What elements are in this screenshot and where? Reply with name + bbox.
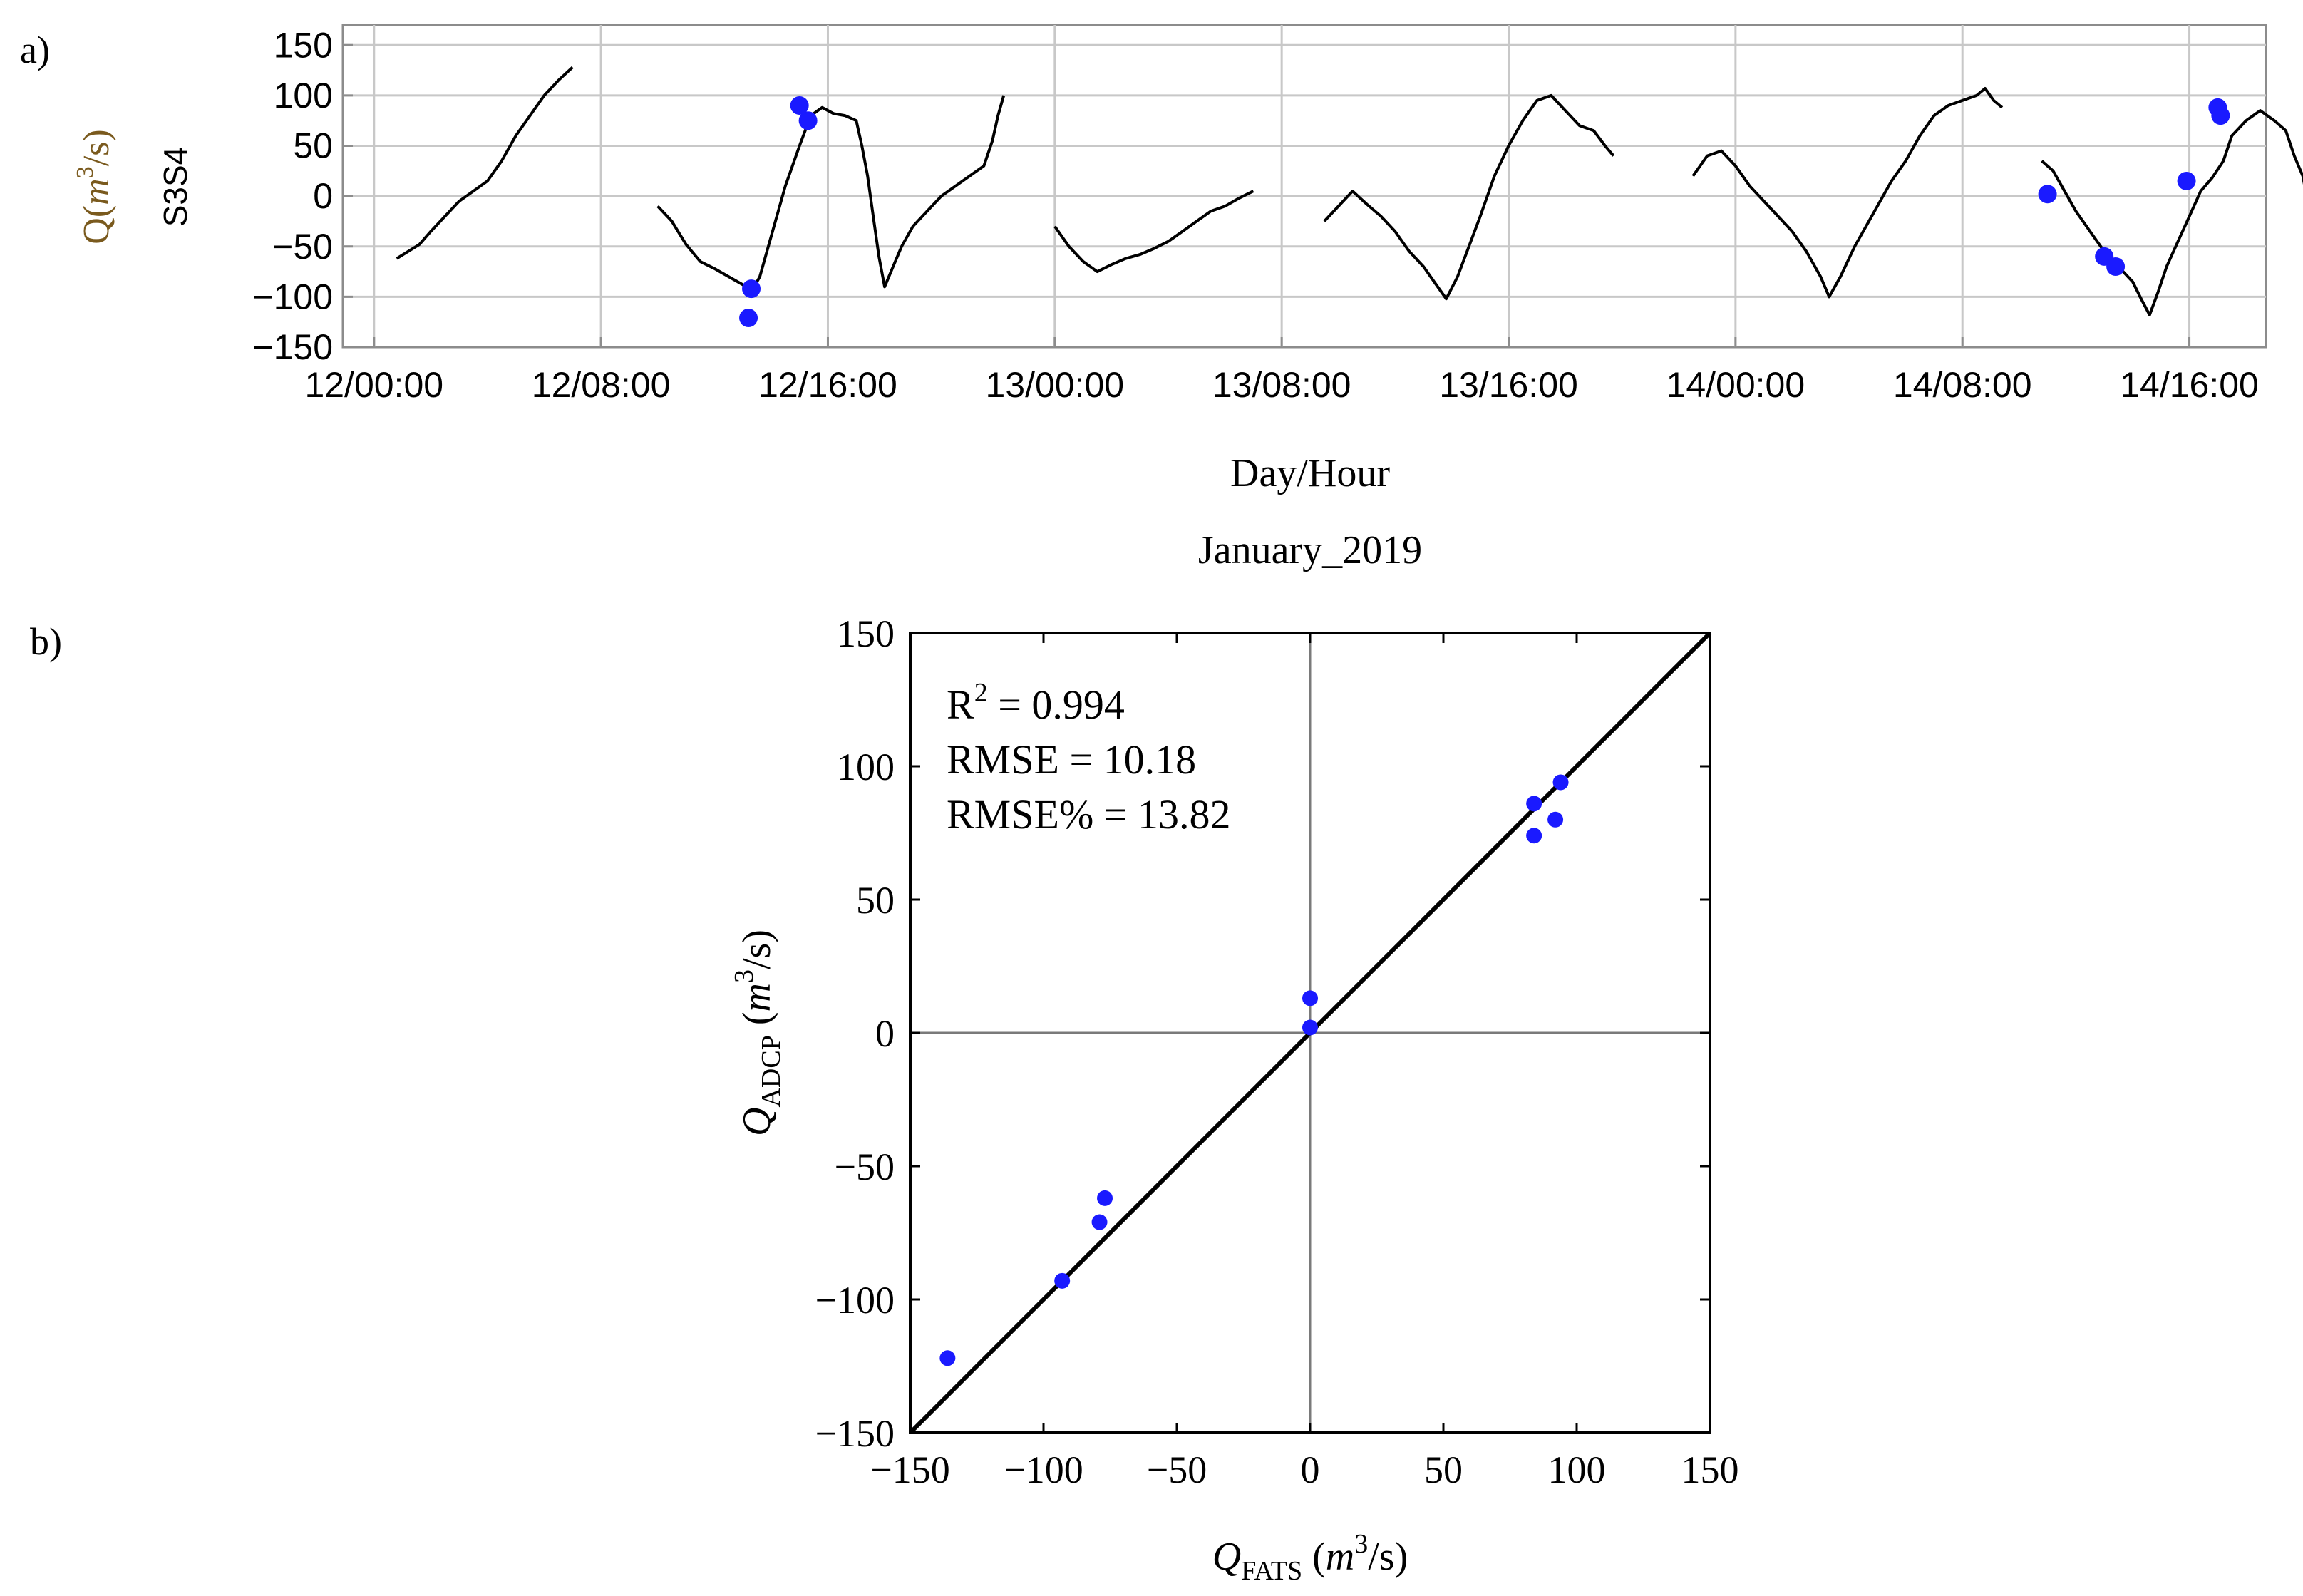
panel-a-adcp-point (2106, 257, 2126, 276)
panel-a-y-tick-label: 0 (313, 176, 333, 216)
panel-a-adcp-point (790, 96, 809, 115)
panel-b-x-tick-label: 100 (1548, 1448, 1606, 1491)
panel-b-point (1054, 1272, 1071, 1289)
panel-b-x-tick-label: −100 (1004, 1448, 1083, 1491)
panel-a-label: a) (20, 29, 50, 71)
panel-b-rmse-annotation: RMSE = 10.18 (947, 736, 1196, 783)
panel-b-x-tick-label: 150 (1681, 1448, 1739, 1491)
panel-a-x-tick-label: 14/16:00 (2120, 365, 2259, 405)
panel-a-x-axis-label: Day/Hour (1230, 451, 1390, 495)
panel-a-fats-segment (1323, 93, 1615, 301)
x-label-main: Q (1212, 1535, 1241, 1579)
panel-a-y-axis-label: Q(m3/s) (72, 129, 117, 244)
panel-a-y-tick-label: 150 (274, 25, 333, 65)
panel-b-ticks: −150 −100 −50 0 50 100 150 150 100 50 0 −50 −100 −150 (815, 612, 1739, 1491)
panel-b-y-tick-label: 50 (856, 879, 895, 922)
y-label-main: Q (735, 1108, 779, 1136)
y-label-unit-exp: 3 (729, 969, 759, 983)
x-label-unit-exp: 3 (1354, 1529, 1368, 1559)
panel-b-x-tick-label: 0 (1301, 1448, 1320, 1491)
x-label-sub: FATS (1241, 1556, 1302, 1586)
panel-b-x-tick-label: −150 (870, 1448, 949, 1491)
panel-a-x-tick-label: 13/00:00 (985, 365, 1124, 405)
y-label-unit-m: m (735, 983, 779, 1011)
panel-a-y-label-main: Q( (76, 205, 117, 244)
panel-a-adcp-point (798, 111, 818, 130)
panel-a-x-tick-label: 13/08:00 (1212, 365, 1351, 405)
x-label-unit-tail: /s) (1368, 1535, 1408, 1579)
panel-b-x-tick-label: 50 (1424, 1448, 1463, 1491)
panel-a-y-label-unit-m: m (76, 178, 117, 205)
panel-b-rmse-pct-annotation: RMSE% = 13.82 (947, 791, 1230, 838)
panel-a-fats-segment (396, 66, 574, 260)
panel-a-adcp-points (739, 96, 2230, 328)
panel-a-plot-area (341, 24, 2267, 349)
panel-b-point (1097, 1190, 1113, 1206)
panel-b-y-axis-label: QADCP (m3/s) (729, 930, 786, 1136)
panel-b-label: b) (30, 620, 62, 663)
y-label-unit-tail: /s) (735, 930, 779, 969)
r2-prefix: R (947, 681, 974, 728)
panel-a-adcp-point (742, 279, 761, 299)
panel-b-point (1302, 1019, 1318, 1036)
panel-a-grid (343, 25, 2266, 347)
panel-a-y-tick-label: 100 (274, 76, 333, 115)
panel-a-y-tick-label: 50 (293, 126, 333, 166)
panel-b-y-tick-label: −100 (815, 1279, 895, 1322)
x-label-unit-m: m (1326, 1535, 1354, 1579)
y-label-sub: ADCP (756, 1035, 786, 1107)
panel-a-y-tick-label: −150 (252, 327, 333, 367)
panel-b-points (939, 774, 1569, 1366)
panel-b-y-tick-label: 100 (837, 746, 895, 788)
panel-a-x-tick-label: 12/08:00 (532, 365, 671, 405)
panel-a-fats-segment (1691, 87, 2004, 299)
panel-b-y-tick-label: 0 (875, 1012, 895, 1055)
panel-a-x-tick-label: 12/16:00 (758, 365, 897, 405)
panel-b-point (1091, 1214, 1108, 1230)
panel-b-point (1547, 811, 1564, 828)
panel-b-r2-annotation: R2 = 0.994 (947, 678, 1125, 728)
panel-b-y-tick-label: 150 (837, 612, 895, 655)
panel-b-chart: −150 −100 −50 0 50 100 150150100500−50−100−150… (729, 612, 1739, 1586)
panel-a-adcp-point (2177, 171, 2196, 190)
panel-a-y-label-unit-exp: 3 (72, 166, 98, 178)
panel-b-x-tick-label: −50 (1147, 1448, 1207, 1491)
panel-a-adcp-point (2038, 185, 2057, 204)
panel-b-y-tick-label: −150 (815, 1412, 895, 1455)
panel-a-x-tick-label: 14/00:00 (1666, 365, 1805, 405)
panel-b-point (1526, 796, 1542, 812)
panel-a-station-label: S3S4 (157, 147, 194, 227)
panel-a-x-tick-label: 14/08:00 (1893, 365, 2032, 405)
panel-a-y-tick-label: −50 (272, 227, 333, 267)
panel-a-fats-segment (656, 95, 1006, 294)
panel-a-adcp-point (2211, 106, 2230, 125)
panel-a-subtitle: January_2019 (1198, 528, 1422, 572)
panel-a-fats-segment (1053, 190, 1254, 274)
panel-b-point (1552, 774, 1569, 791)
panel-a-y-tick-label: −100 (252, 277, 333, 316)
r2-value: = 0.994 (988, 681, 1125, 728)
panel-a-x-tick-label: 12/00:00 (304, 365, 443, 405)
panel-a-adcp-point (739, 309, 758, 328)
panel-a-x-tick-labels: 12/00:00 12/08:00 12/16:00 13/00:00 13/08:00… (304, 337, 2259, 405)
panel-b-point (1302, 990, 1318, 1006)
panel-a-y-tick-labels: 150 100 50 0 −50 −100 −150 (252, 25, 353, 367)
panel-b-y-tick-label: −50 (835, 1145, 895, 1188)
panel-a-x-tick-label: 13/16:00 (1439, 365, 1578, 405)
r2-exp: 2 (974, 678, 988, 708)
panel-b-point (939, 1350, 956, 1366)
panel-b-x-axis-label: QFATS (m3/s) (1212, 1529, 1408, 1586)
panel-a-y-label-unit-tail: /s) (76, 129, 117, 166)
panel-b-point (1526, 828, 1542, 844)
